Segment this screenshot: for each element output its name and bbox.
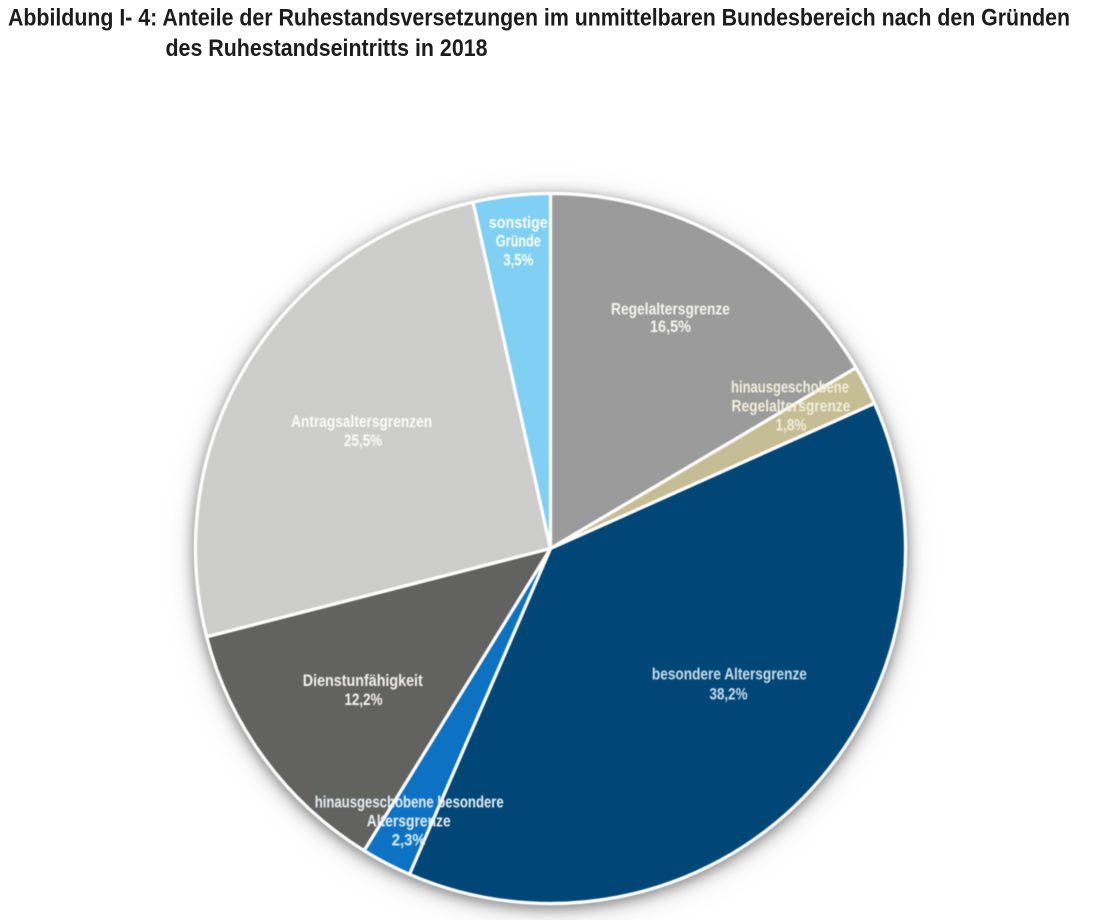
svg-text:16,5%: 16,5% <box>650 318 691 336</box>
svg-text:Dienstunfähigkeit: Dienstunfähigkeit <box>303 672 423 690</box>
svg-text:2,3%: 2,3% <box>392 832 426 850</box>
svg-text:38,2%: 38,2% <box>710 685 748 703</box>
svg-text:hinausgeschobene besondere: hinausgeschobene besondere <box>315 793 504 811</box>
svg-text:12,2%: 12,2% <box>345 691 383 709</box>
svg-text:sonstige: sonstige <box>489 214 548 232</box>
svg-text:Altersgrenze: Altersgrenze <box>367 812 451 830</box>
svg-text:Regelaltersgrenze: Regelaltersgrenze <box>732 398 851 416</box>
svg-text:1,8%: 1,8% <box>776 417 807 435</box>
svg-text:25,5%: 25,5% <box>344 432 382 450</box>
svg-text:Antragsaltersgrenzen: Antragsaltersgrenzen <box>291 413 432 431</box>
svg-text:Gründe: Gründe <box>496 232 541 250</box>
svg-text:besondere Altersgrenze: besondere Altersgrenze <box>652 666 807 684</box>
svg-text:Abbildung I- 4: Anteile der Ru: Abbildung I- 4: Anteile der Ruhestandsve… <box>8 5 1070 32</box>
svg-text:des Ruhestandseintritts in 201: des Ruhestandseintritts in 2018 <box>166 35 488 62</box>
svg-text:3,5%: 3,5% <box>503 252 533 270</box>
svg-text:Regelaltersgrenze: Regelaltersgrenze <box>611 300 730 318</box>
svg-text:hinausgeschobene: hinausgeschobene <box>731 379 849 397</box>
